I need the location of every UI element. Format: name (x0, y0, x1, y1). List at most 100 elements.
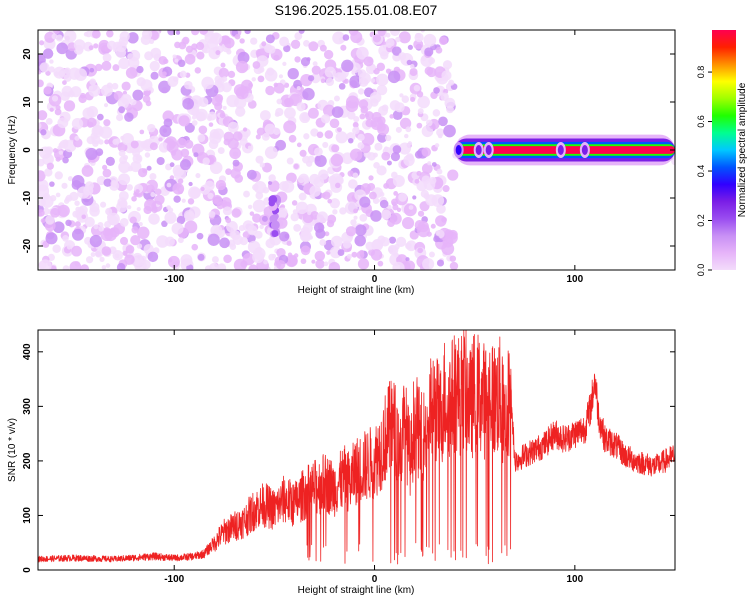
spectrogram-band-blob-core (557, 145, 564, 155)
snr-x-tick-label: 0 (372, 574, 378, 585)
spectrogram-noise-blob (181, 198, 186, 203)
spectrogram-noise-blob (204, 180, 215, 191)
spectrogram-noise-blob (105, 156, 115, 166)
spectrogram-noise-blob (417, 108, 424, 115)
colorbar-tick-label: 0.2 (696, 214, 706, 227)
spectrogram-noise-blob (69, 261, 82, 270)
spectrogram-noise-blob (208, 210, 216, 218)
spectrogram-noise-blob (162, 71, 167, 77)
spectrogram-noise-blob (381, 209, 392, 220)
spectrogram-noise-blob (365, 113, 370, 118)
spectrogram-noise-blob (365, 241, 375, 251)
spectrogram-noise-blob (262, 186, 270, 194)
spectrogram-noise-blob (63, 100, 76, 112)
spectrogram-noise-blob (214, 32, 220, 38)
spectrogram-noise-blob (66, 244, 72, 250)
spectrogram-noise-blob (264, 68, 278, 82)
spectrogram-x-ticks: -100 0 100 (164, 30, 584, 285)
spectrogram-noise-blob (351, 251, 358, 258)
spectrogram-noise-blob (346, 253, 352, 259)
spectrogram-noise-blob (167, 255, 180, 268)
spectrogram-noise-blob (116, 201, 128, 213)
spectrogram-noise-blob (389, 114, 394, 119)
spectrogram-noise-blob (370, 78, 376, 83)
spectrogram-noise-blob (147, 123, 156, 133)
spectrogram-noise-blob (420, 30, 425, 33)
spectrogram-noise-blob (89, 67, 95, 73)
spectrogram-noise-blob (197, 134, 206, 142)
spectrogram-noise-blob (324, 66, 336, 78)
snr-x-tick-label: 100 (566, 574, 583, 585)
spectrogram-y-ticks: -20 -10 0 10 20 (22, 48, 675, 253)
spectrogram-noise-blob (267, 180, 273, 186)
spectrogram-noise-blob (338, 82, 346, 90)
spectrogram-noise-blob (129, 216, 137, 224)
spectrogram-noise-blob (104, 103, 109, 108)
spectrogram-noise-blob (158, 137, 163, 142)
spectrogram-noise-blob (184, 220, 198, 234)
spectrogram-noise-blob (422, 257, 435, 270)
spectrogram-noise-blob (303, 133, 310, 140)
spectrogram-noise-blob (71, 228, 84, 241)
spectrogram-noise-blob (98, 139, 104, 145)
spectrogram-noise-blob (438, 116, 448, 127)
spectrogram-noise-blob (207, 192, 214, 200)
spectrogram-noise-blob (255, 191, 264, 200)
spectrogram-noise-blob (131, 195, 137, 202)
spectrogram-noise-blob (57, 204, 70, 218)
spectrogram-noise-blob (71, 175, 85, 188)
spectrogram-noise-blob (234, 33, 241, 40)
spectrogram-noise-blob (74, 200, 80, 206)
spectrogram-noise-blob (349, 75, 362, 88)
spectrogram-noise-blob (91, 30, 101, 39)
spectrogram-noise-blob (176, 137, 187, 149)
spectrogram-noise-blob (132, 148, 141, 157)
spectrogram-noise-blob (299, 149, 307, 157)
spectrogram-noise-blob (144, 152, 151, 158)
spectrogram-noise-blob (417, 247, 423, 254)
spectrogram-noise-blob (238, 225, 245, 232)
spectrogram-noise-blob (329, 198, 341, 209)
spectrogram-noise-blob (310, 128, 319, 137)
spectrogram-noise-blob (342, 240, 352, 249)
figure-title: S196.2025.155.01.08.E07 (275, 2, 438, 18)
spectrogram-noise-blob (127, 32, 139, 44)
spectrogram-noise-blob (208, 139, 219, 150)
spectrogram-noise-blob (383, 146, 389, 151)
spectrogram-noise-blob (135, 189, 140, 194)
spectrogram-noise-blob (118, 106, 126, 114)
spectrogram-noise-blob (379, 199, 389, 209)
spectrogram-noise-blob (357, 133, 365, 141)
spectrogram-noise-blob (141, 30, 153, 40)
spectrogram-noise-blob (328, 175, 337, 185)
spectrogram-noise-blob (335, 131, 348, 144)
spectrogram-noise-blob (229, 147, 241, 160)
spectrogram-noise-blob (405, 153, 414, 162)
spectrogram-noise-blob (182, 36, 190, 45)
spectrogram-noise-blob (413, 39, 424, 50)
spectrogram-noise-blob (93, 43, 99, 49)
spectrogram-noise-blob (368, 175, 374, 181)
spectrogram-noise-blob (311, 65, 321, 75)
spectrogram-noise-blob (348, 137, 354, 144)
spectrogram-noise-blob (45, 232, 58, 245)
spectrogram-noise-blob (232, 234, 243, 246)
spectrogram-noise-blob (407, 141, 413, 146)
spectrogram-noise-blob (372, 152, 378, 158)
spectrogram-x-tick-label: 0 (372, 274, 378, 285)
spectrogram-noise-blob (46, 162, 54, 170)
spectrogram-noise-blob (232, 159, 240, 167)
spectrogram-noise-blob (142, 95, 151, 103)
snr-frame (37, 329, 676, 571)
spectrogram-noise-blob (398, 31, 411, 44)
spectrogram-noise-blob (323, 49, 334, 60)
spectrogram-noise-blob (195, 172, 201, 179)
spectrogram-noise-blob (436, 229, 445, 239)
spectrogram-noise-blob (217, 263, 227, 270)
spectrogram-noise-blob (284, 233, 290, 239)
spectrogram-noise-blob (441, 242, 455, 256)
spectrogram-noise-blob (376, 84, 388, 96)
spectrogram-noise-blob (249, 211, 255, 216)
snr-y-tick-label: 300 (22, 398, 33, 415)
spectrogram-noise-blob (257, 75, 265, 83)
